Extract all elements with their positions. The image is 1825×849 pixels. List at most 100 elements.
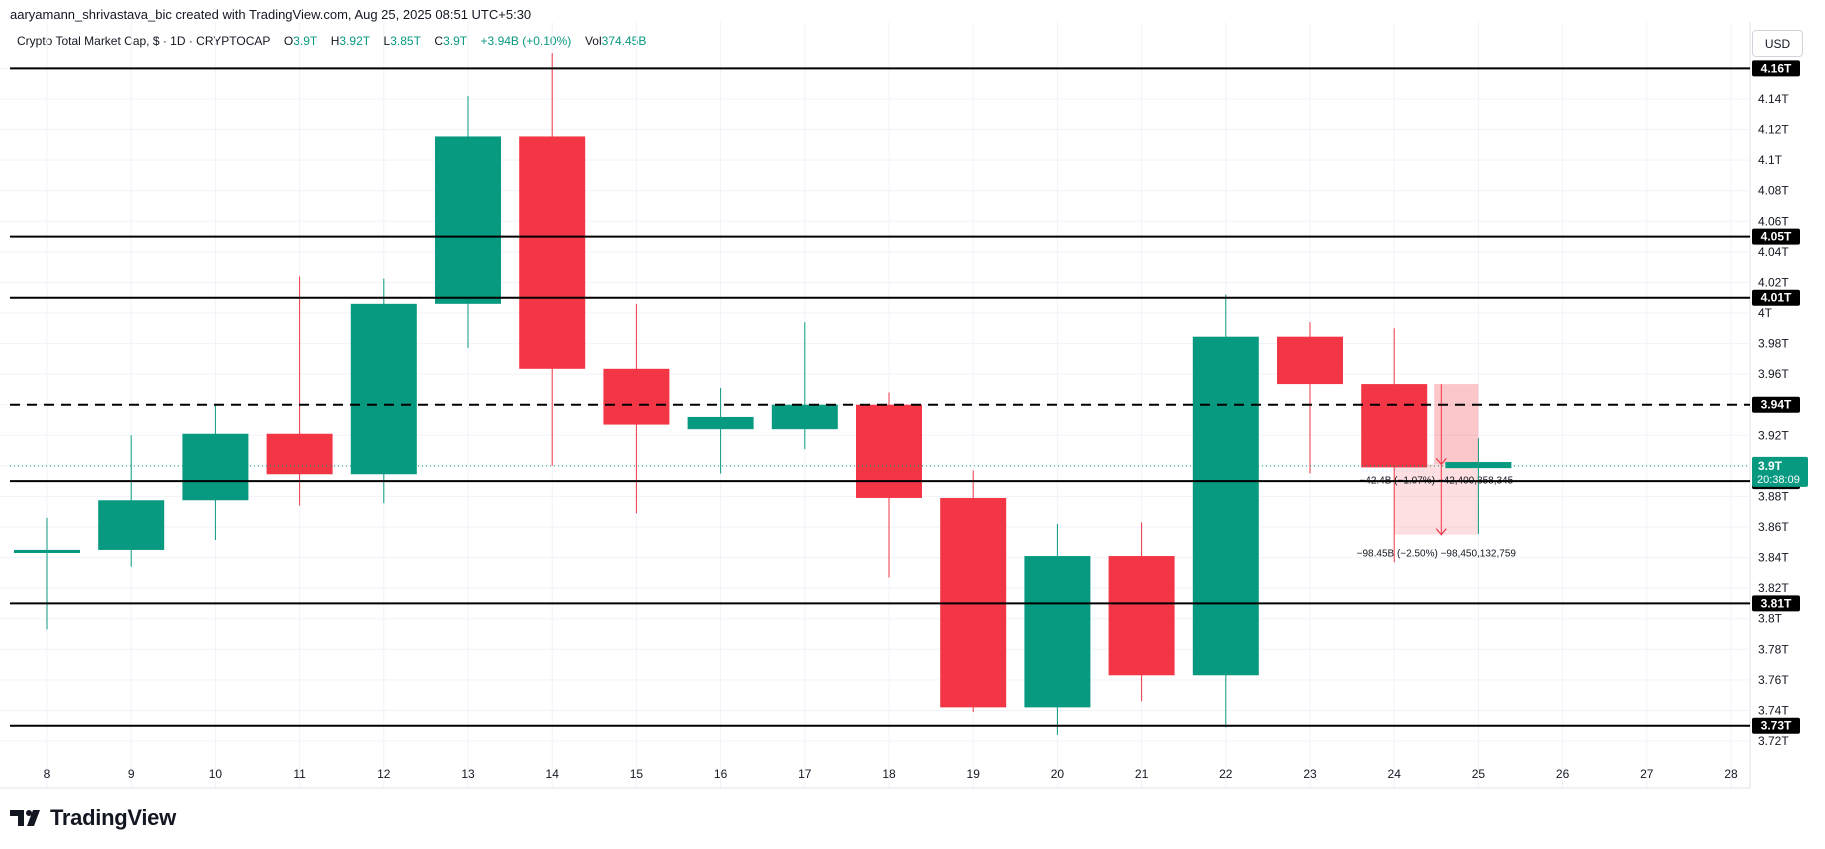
time-tick-label: 8: [44, 767, 51, 781]
time-tick-label: 24: [1388, 767, 1402, 781]
last-price-tag-label: 3.9T: [1758, 459, 1783, 473]
time-tick-label: 26: [1556, 767, 1570, 781]
high-value: 3.92T: [339, 34, 370, 48]
price-tick-label: 4.1T: [1758, 153, 1783, 167]
candle-body-13[interactable]: [435, 136, 501, 304]
tradingview-logo-icon: [10, 810, 40, 826]
measure-arrow-head: [1435, 457, 1447, 466]
price-tick-label: 3.72T: [1758, 734, 1789, 748]
candle-body-25[interactable]: [1445, 462, 1512, 469]
close-value: 3.9T: [443, 34, 467, 48]
candle-body-9[interactable]: [98, 500, 165, 550]
level-price-tag-label: 4.01T: [1761, 291, 1792, 305]
candle-body-24[interactable]: [1361, 384, 1428, 468]
level-price-tag-label: 4.16T: [1761, 61, 1792, 75]
candle-body-18[interactable]: [856, 404, 922, 498]
price-tick-label: 3.82T: [1758, 581, 1789, 595]
candle-body-14[interactable]: [519, 136, 586, 369]
price-tick-label: 3.86T: [1758, 520, 1789, 534]
candlestick-chart[interactable]: −42.4B (−1.07%) −42,400,358,345−98.45B (…: [0, 0, 1825, 800]
open-label: O: [283, 34, 294, 48]
time-tick-label: 22: [1219, 767, 1233, 781]
level-price-tag-label: 3.73T: [1761, 719, 1792, 733]
chart-caption: aaryamann_shrivastava_bic created with T…: [10, 7, 532, 22]
price-tags: 4.16T4.05T4.01T3.94T3.89T3.81T3.73T3.9T2…: [1752, 60, 1808, 734]
time-tick-label: 12: [377, 767, 391, 781]
price-tick-label: 4T: [1758, 306, 1773, 320]
level-price-tag: [1752, 289, 1800, 306]
price-range-measure[interactable]: −42.4B (−1.07%) −42,400,358,345−98.45B (…: [1357, 384, 1517, 560]
price-tick-label: 3.76T: [1758, 673, 1789, 687]
last-price-tag: [1752, 456, 1808, 487]
candle-body-21[interactable]: [1108, 556, 1175, 676]
level-price-tag-label: 3.81T: [1761, 596, 1792, 610]
time-tick-label: 11: [293, 767, 306, 781]
close-label: C: [434, 34, 444, 48]
candle-body-20[interactable]: [1024, 556, 1091, 708]
currency-button[interactable]: USD: [1752, 30, 1803, 57]
time-tick-label: 16: [714, 767, 728, 781]
volume-label: Vol: [584, 34, 602, 48]
price-tick-label: 4.14T: [1758, 92, 1789, 106]
price-tick-label: 4.12T: [1758, 123, 1789, 137]
time-tick-label: 15: [630, 767, 644, 781]
time-axis[interactable]: 8 9 10 11 12 13 14 15 16 17 18 19 20 21 22 23 24 25 26 27 28: [44, 767, 1738, 781]
time-tick-label: 10: [209, 767, 223, 781]
price-tick-label: 3.78T: [1758, 642, 1789, 656]
price-tick-label: 4.02T: [1758, 275, 1789, 289]
last-price-countdown: 20:38:09: [1757, 474, 1800, 486]
candle-body-10[interactable]: [182, 433, 249, 501]
level-price-tag-label: 3.94T: [1761, 398, 1792, 412]
time-tick-label: 13: [461, 767, 475, 781]
time-tick-label: 28: [1724, 767, 1738, 781]
measure-arrow-head: [1435, 528, 1447, 536]
time-tick-label: 19: [967, 767, 981, 781]
measure-range-bottom[interactable]: [1394, 464, 1479, 535]
level-price-tag-label: 4.05T: [1761, 230, 1792, 244]
measure-label-2: −98.45B (−2.50%) −98,450,132,759: [1357, 549, 1517, 560]
candle-body-22[interactable]: [1192, 336, 1259, 676]
candle-body-15[interactable]: [603, 368, 670, 425]
price-tick-label: 4.08T: [1758, 184, 1789, 198]
price-tick-label: 3.88T: [1758, 489, 1789, 503]
price-tick-label: 4.04T: [1758, 245, 1789, 259]
time-tick-label: 23: [1303, 767, 1317, 781]
level-price-tag: [1752, 60, 1800, 77]
candle-body-8[interactable]: [14, 549, 80, 553]
level-price-tag: [1752, 717, 1800, 734]
level-price-tag: [1752, 595, 1800, 612]
price-tick-label: 3.84T: [1758, 551, 1789, 565]
time-tick-label: 9: [128, 767, 135, 781]
price-tick-label: 3.8T: [1758, 612, 1783, 626]
price-tick-label: 3.96T: [1758, 367, 1789, 381]
time-tick-label: 18: [882, 767, 896, 781]
tradingview-logo[interactable]: TradingView: [10, 804, 176, 832]
candle-body-23[interactable]: [1277, 336, 1343, 385]
level-price-tag: [1752, 228, 1800, 245]
time-tick-label: 25: [1472, 767, 1486, 781]
candle-body-17[interactable]: [771, 404, 838, 430]
time-tick-label: 20: [1051, 767, 1065, 781]
price-tick-label: 3.92T: [1758, 428, 1789, 442]
high-label: H: [330, 34, 340, 48]
symbol-legend: Crypto Total Market Cap, $ · 1D · CRYPTO…: [17, 34, 646, 48]
candles: [14, 53, 1512, 735]
low-label: L: [383, 34, 391, 48]
horizontal-levels[interactable]: [10, 67, 1750, 727]
time-tick-label: 17: [798, 767, 812, 781]
logo-text: TradingView: [50, 805, 176, 830]
change-value: +3.94B (+0.10%): [480, 34, 572, 48]
candle-body-12[interactable]: [350, 303, 417, 475]
symbol-title: Crypto Total Market Cap, $ · 1D · CRYPTO…: [17, 34, 271, 48]
level-price-tag: [1752, 396, 1800, 413]
candle-body-11[interactable]: [266, 433, 333, 475]
time-tick-label: 21: [1135, 767, 1149, 781]
price-tick-label: 3.98T: [1758, 337, 1789, 351]
price-tick-label: 3.74T: [1758, 703, 1789, 717]
price-tick-label: 4.06T: [1758, 214, 1789, 228]
volume-value: 374.45B: [601, 34, 647, 48]
low-value: 3.85T: [390, 34, 421, 48]
candle-body-16[interactable]: [687, 416, 754, 430]
time-tick-label: 27: [1640, 767, 1654, 781]
time-tick-label: 14: [546, 767, 560, 781]
